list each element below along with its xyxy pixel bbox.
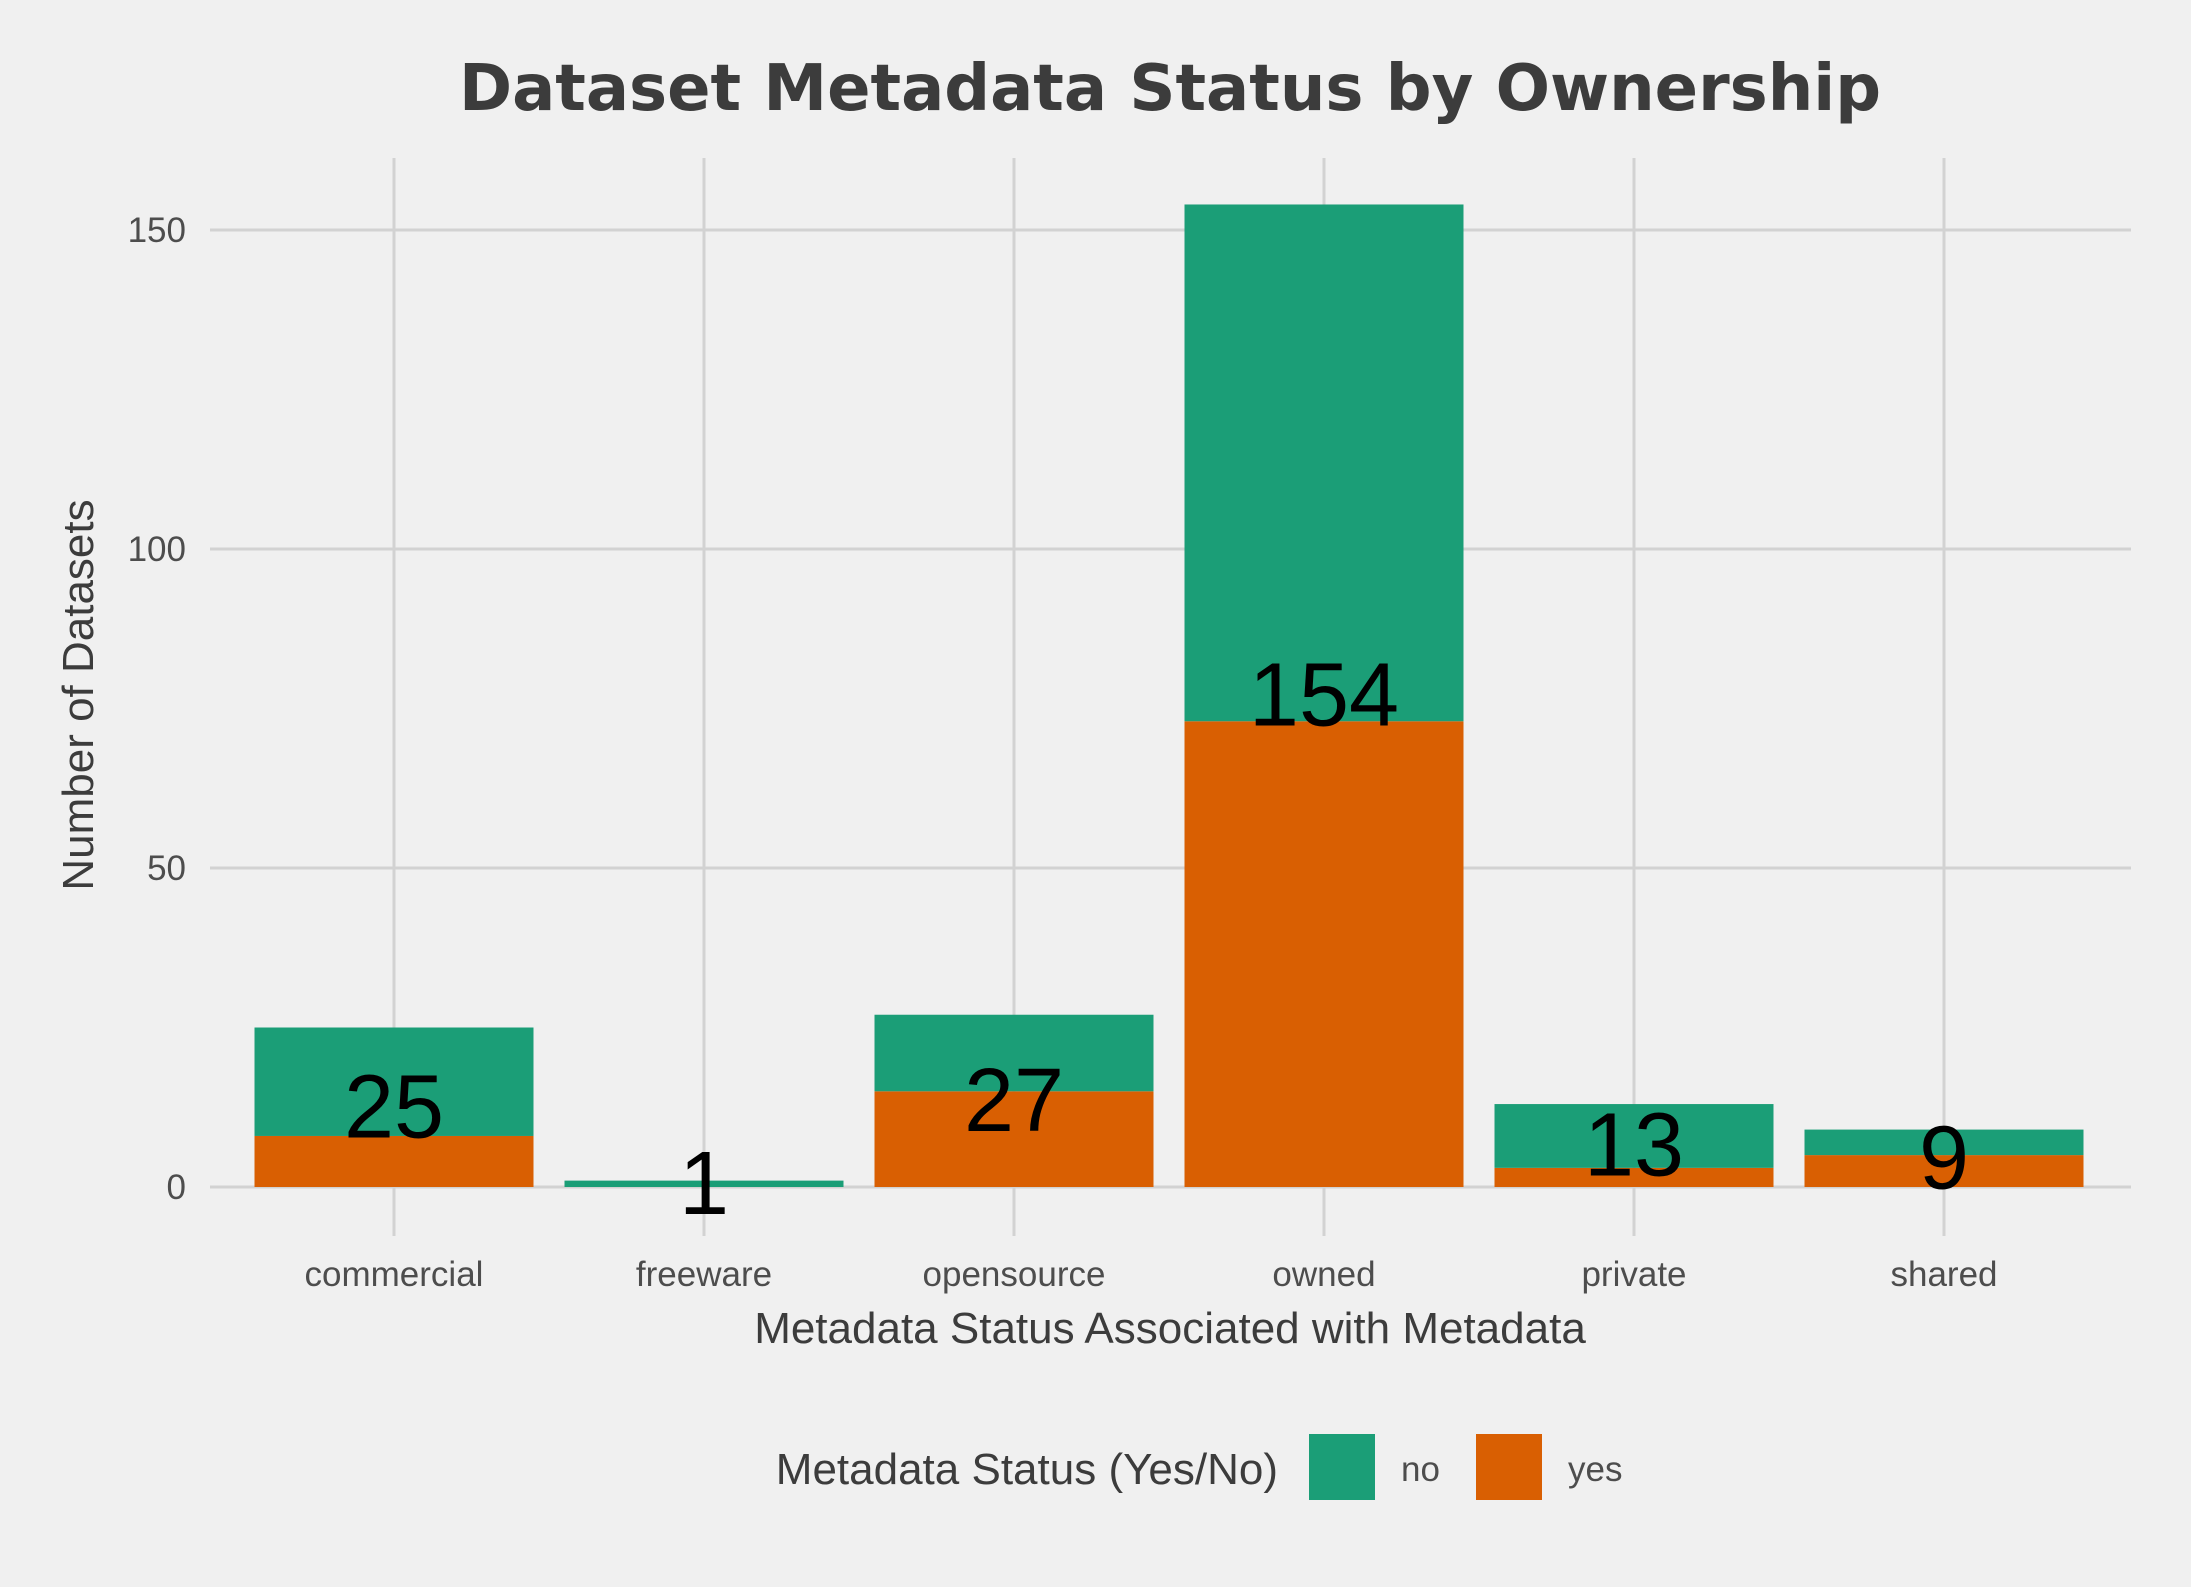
y-tick-label: 50: [147, 849, 186, 888]
x-tick-label: private: [1581, 1255, 1686, 1294]
legend-label-yes: yes: [1568, 1450, 1622, 1489]
legend-items: no yes: [1309, 1434, 1622, 1500]
legend: Metadata Status (Yes/No) no yes: [776, 1434, 1622, 1500]
bar-segment-no: [1184, 204, 1464, 722]
y-tick-label: 150: [128, 211, 186, 250]
bar-segment-no: [1494, 1104, 1774, 1168]
y-axis-ticks: 0 50 100 150: [128, 211, 186, 1207]
bar-segment-yes: [1184, 721, 1464, 1187]
chart-title: Dataset Metadata Status by Ownership: [459, 52, 1881, 126]
data-label: 1: [679, 1134, 729, 1234]
x-tick-label: shared: [1890, 1255, 1997, 1294]
legend-title: Metadata Status (Yes/No): [776, 1445, 1278, 1494]
data-label: 9: [1919, 1108, 1969, 1208]
legend-key-no: [1309, 1434, 1375, 1500]
x-tick-label: owned: [1272, 1255, 1375, 1294]
bar-segment-no: [1804, 1129, 2084, 1156]
x-tick-label: opensource: [923, 1255, 1106, 1294]
y-tick-label: 100: [128, 530, 186, 569]
data-label: 154: [1249, 646, 1399, 746]
bar-segment-yes: [1804, 1155, 2084, 1187]
bar-segment-yes: [874, 1091, 1154, 1187]
data-labels: 25 1 27 154 13 9: [344, 646, 1969, 1234]
x-axis-ticks: commercial freeware opensource owned private…: [305, 1255, 1998, 1294]
data-label: 13: [1584, 1096, 1684, 1196]
y-axis-title: Number of Datasets: [54, 499, 103, 890]
legend-key-yes: [1476, 1434, 1542, 1500]
x-tick-label: freeware: [636, 1255, 772, 1294]
x-axis-title: Metadata Status Associated with Metadata: [754, 1304, 1586, 1353]
bar-segment-yes: [1494, 1167, 1774, 1187]
y-tick-label: 0: [167, 1168, 186, 1207]
bar-segment-yes: [254, 1135, 534, 1187]
legend-label-no: no: [1401, 1450, 1440, 1489]
bars: [254, 204, 2084, 1187]
x-tick-label: commercial: [305, 1255, 484, 1294]
bar-segment-no: [564, 1180, 844, 1187]
data-label: 25: [344, 1057, 444, 1157]
bar-segment-no: [254, 1027, 534, 1136]
data-label: 27: [964, 1051, 1064, 1151]
bar-segment-no: [874, 1014, 1154, 1092]
